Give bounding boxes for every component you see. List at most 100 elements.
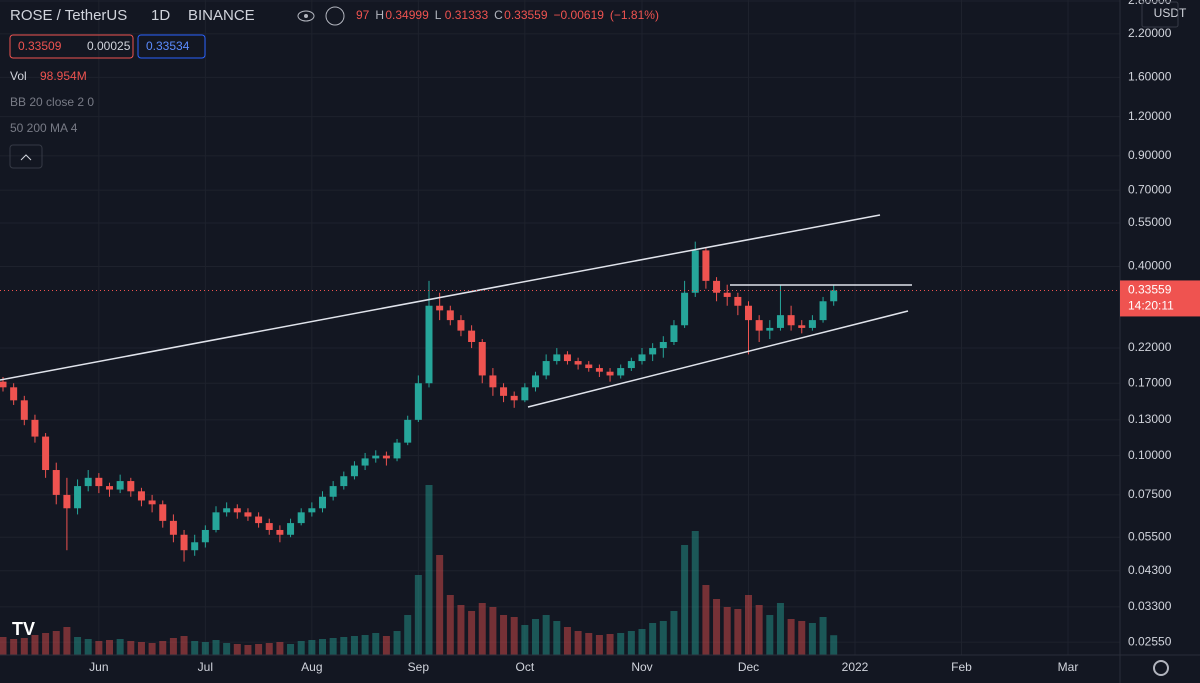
candle-body — [393, 442, 401, 459]
x-tick-label: Aug — [301, 660, 322, 674]
candle-body — [287, 523, 295, 535]
candle-body — [436, 305, 444, 311]
candle-body — [361, 458, 369, 466]
volume-bar — [276, 642, 284, 655]
candle-body — [414, 383, 422, 420]
volume-bar — [84, 639, 92, 655]
volume-bar — [201, 642, 209, 655]
volume-bar — [542, 615, 550, 655]
candle-body — [201, 529, 209, 543]
candle-body — [553, 354, 561, 362]
y-tick-label: 0.22000 — [1128, 340, 1172, 354]
candle-body — [31, 419, 39, 437]
legend-key: C — [494, 8, 503, 22]
interval[interactable]: 1D — [151, 7, 170, 24]
candle-body — [372, 455, 380, 459]
candle-body — [84, 477, 92, 487]
currency[interactable]: USDT — [1154, 6, 1187, 20]
settings-icon[interactable] — [1153, 660, 1169, 676]
price-box[interactable] — [9, 34, 134, 59]
candle-body — [180, 534, 188, 551]
volume-bar — [255, 644, 263, 655]
volume-bar — [468, 611, 476, 655]
volume-bar — [734, 609, 742, 655]
volume-bar — [42, 633, 50, 655]
x-tick-label: Sep — [408, 660, 430, 674]
candle-body — [574, 361, 582, 365]
last-price-box — [1120, 280, 1200, 317]
eye-icon[interactable] — [297, 10, 315, 22]
candle-body — [20, 400, 28, 420]
legend-key: H — [375, 8, 384, 22]
y-tick-label: 0.90000 — [1128, 148, 1172, 162]
symbol[interactable]: ROSE / TetherUS — [10, 7, 127, 24]
x-tick-label: 2022 — [842, 660, 869, 674]
candle-body — [489, 375, 497, 388]
y-tick-label: 2.20000 — [1128, 26, 1172, 40]
more-icon[interactable] — [325, 6, 345, 26]
candle-body — [776, 315, 784, 328]
candle-body — [265, 523, 273, 530]
exchange: BINANCE — [188, 7, 255, 24]
x-tick-label: Jun — [89, 660, 108, 674]
currency-box — [1141, 1, 1179, 28]
spread: 0.00025 — [87, 39, 131, 53]
collapse-button[interactable] — [9, 144, 43, 169]
volume-bar — [233, 644, 241, 655]
volume-bar — [308, 640, 316, 655]
candle-body — [148, 500, 156, 505]
volume-bar — [63, 627, 71, 655]
volume-bar — [297, 641, 305, 655]
candle-body — [0, 381, 7, 388]
logo[interactable]: TV — [12, 619, 35, 639]
volume-bar — [106, 640, 113, 655]
volume-bar — [819, 617, 827, 655]
ma-indicator[interactable]: 50 200 MA 4 — [10, 121, 78, 135]
volume-bar — [776, 603, 784, 655]
volume-bar — [148, 643, 156, 655]
candle-body — [766, 327, 774, 331]
x-tick-label: Oct — [516, 660, 535, 674]
last-price-label: 0.33559 — [1128, 283, 1172, 297]
volume-bar — [638, 629, 646, 655]
candle-body — [723, 292, 731, 297]
legend-value: (−1.81%) — [610, 8, 659, 22]
trend-line — [0, 214, 881, 381]
legend-value: 0.31333 — [445, 8, 489, 22]
volume-layer — [0, 485, 838, 655]
volume-bar — [723, 607, 731, 655]
volume-bar — [287, 644, 295, 655]
candle-body — [617, 368, 625, 376]
candle-body — [329, 486, 337, 497]
volume-bar — [585, 633, 593, 655]
legend-value: 0.33559 — [504, 8, 548, 22]
volume-bar — [702, 585, 710, 655]
volume-bar — [127, 641, 135, 655]
volume-bar — [159, 641, 167, 655]
candle-body — [319, 496, 326, 509]
candle-body — [755, 320, 763, 331]
candle-body — [745, 305, 752, 321]
volume-bar — [382, 636, 390, 655]
ohlc-legend: 97 H 0.34999 L 0.31333 C 0.33559 −0.00619 (−1.81… — [356, 8, 659, 22]
candle-body — [532, 375, 539, 388]
candle-body — [10, 387, 18, 401]
volume-bar — [10, 639, 18, 655]
bb-indicator[interactable]: BB 20 close 2 0 — [10, 95, 94, 109]
volume-bar — [659, 621, 667, 655]
candle-body — [297, 512, 305, 524]
volume-bar — [500, 615, 508, 655]
candle-body — [382, 455, 390, 459]
volume-bar — [787, 619, 795, 655]
volume-bar — [830, 635, 838, 655]
candle-body — [233, 508, 241, 513]
candle-body — [74, 486, 82, 509]
candle-body — [638, 354, 646, 362]
candle-layer — [0, 241, 838, 562]
price-box[interactable] — [137, 34, 206, 59]
candle-body — [244, 512, 252, 517]
volume-bar — [20, 638, 28, 655]
candle-body — [808, 320, 816, 328]
x-tick-label: Dec — [738, 660, 759, 674]
